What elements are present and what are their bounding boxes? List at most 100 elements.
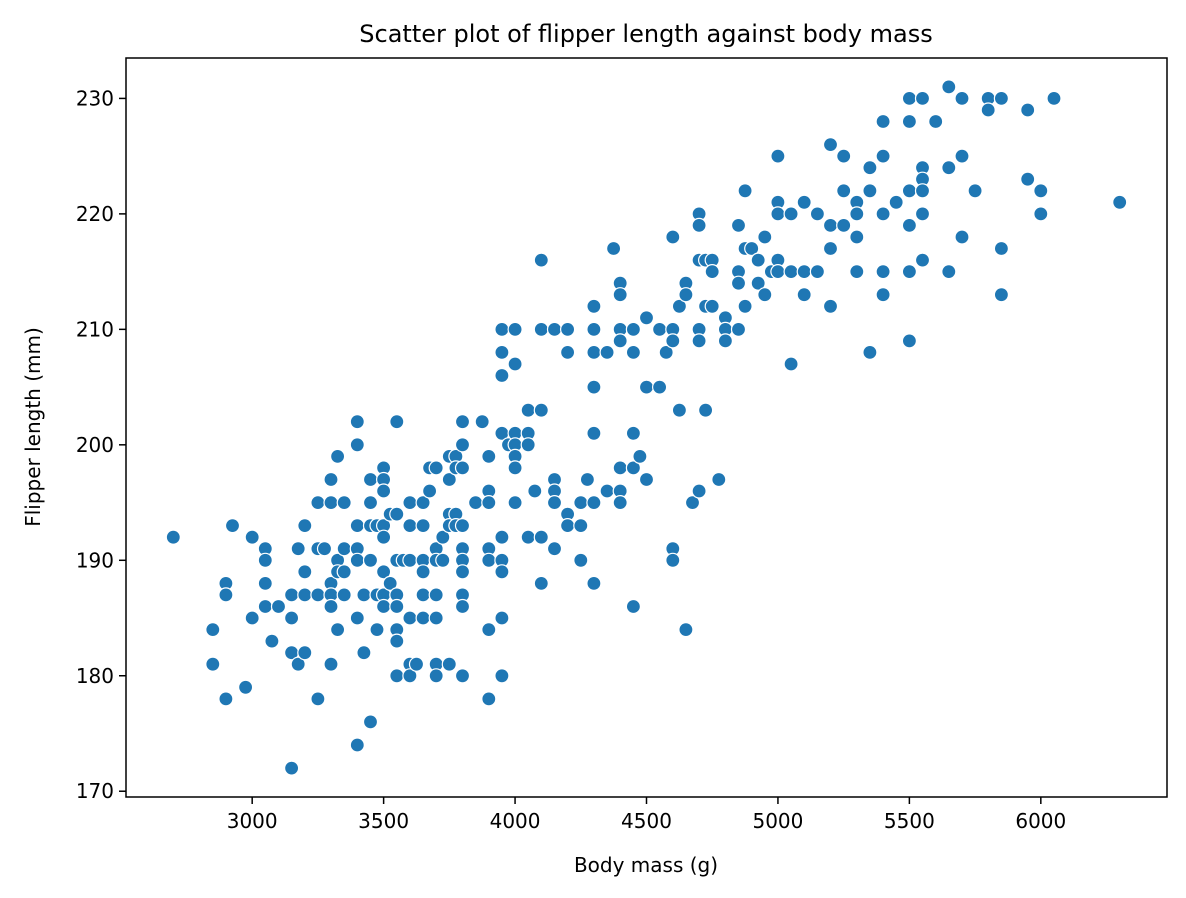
data-point: [481, 495, 497, 511]
data-point: [1112, 194, 1128, 210]
data-point: [389, 633, 405, 649]
data-point: [954, 148, 970, 164]
data-point: [849, 206, 865, 222]
x-tick-label: 5000: [752, 809, 803, 833]
data-point: [428, 460, 444, 476]
data-point: [980, 102, 996, 118]
data-point: [507, 321, 523, 337]
data-point: [362, 495, 379, 511]
data-point: [527, 483, 543, 499]
data-point: [402, 495, 418, 511]
data-point: [402, 517, 418, 534]
data-point: [901, 333, 918, 349]
data-point: [349, 414, 365, 430]
data-point: [586, 379, 602, 395]
data-point: [402, 552, 418, 568]
data-point: [665, 552, 681, 568]
data-point: [362, 714, 379, 730]
data-point: [422, 483, 438, 499]
data-point: [297, 645, 313, 661]
data-point: [376, 598, 392, 615]
data-point: [454, 414, 471, 430]
data-point: [599, 483, 615, 499]
data-point: [638, 310, 655, 326]
data-point: [691, 217, 707, 233]
data-point: [1020, 102, 1036, 118]
data-point: [507, 356, 523, 372]
data-point: [822, 298, 839, 314]
data-point: [704, 298, 720, 314]
data-point: [704, 264, 720, 280]
data-point: [244, 529, 260, 545]
y-tick-label: 170: [76, 779, 114, 803]
data-point: [376, 564, 392, 580]
data-point: [783, 264, 799, 280]
data-point: [586, 321, 602, 337]
x-tick-label: 5500: [884, 809, 935, 833]
data-point: [941, 264, 957, 280]
data-point: [205, 621, 221, 638]
data-point: [612, 495, 628, 511]
data-point: [533, 321, 549, 337]
data-point: [428, 668, 444, 684]
data-point: [284, 610, 300, 626]
data-point: [533, 402, 549, 418]
data-point: [362, 471, 379, 488]
y-tick-label: 190: [76, 548, 114, 572]
data-point: [684, 495, 701, 511]
data-point: [822, 217, 839, 233]
data-point: [520, 529, 536, 545]
data-point: [454, 564, 471, 580]
data-point: [402, 668, 418, 684]
data-point: [1033, 206, 1049, 222]
data-point: [651, 321, 668, 337]
data-point: [389, 414, 405, 430]
data-point: [454, 598, 471, 615]
data-point: [415, 517, 431, 534]
data-point: [336, 541, 352, 557]
data-point: [520, 437, 536, 453]
plot-area-frame: [125, 57, 1168, 798]
y-axis-label: Flipper length (mm): [21, 327, 45, 527]
data-point: [244, 610, 260, 626]
x-tick-label: 6000: [1015, 809, 1066, 833]
data-point: [264, 633, 280, 649]
data-point: [809, 264, 826, 280]
data-point: [1033, 183, 1049, 199]
data-point: [349, 517, 365, 534]
data-point: [494, 321, 510, 337]
data-point: [941, 160, 957, 176]
x-tick-label: 4500: [621, 809, 672, 833]
data-point: [546, 541, 563, 557]
data-point: [454, 437, 471, 453]
data-point: [586, 298, 602, 314]
data-point: [323, 471, 339, 488]
data-point: [290, 541, 306, 557]
data-point: [356, 587, 372, 603]
y-tick-label: 200: [76, 433, 114, 457]
data-point: [415, 610, 431, 626]
data-point: [218, 587, 234, 603]
data-point: [507, 460, 523, 476]
data-point: [362, 552, 379, 568]
data-point: [165, 529, 181, 545]
data-point: [323, 495, 339, 511]
data-point: [579, 471, 596, 488]
data-point: [678, 621, 694, 638]
y-tick-label: 230: [76, 86, 114, 110]
data-point: [559, 517, 576, 534]
data-point: [796, 287, 812, 303]
data-point: [468, 495, 484, 511]
data-point: [691, 333, 707, 349]
data-point: [671, 298, 688, 314]
data-point: [954, 229, 970, 245]
data-point: [336, 564, 352, 580]
data-point: [546, 321, 563, 337]
data-point: [1020, 171, 1036, 187]
data-point: [369, 621, 385, 638]
chart-title: Scatter plot of flipper length against b…: [359, 20, 932, 48]
data-point: [533, 529, 549, 545]
data-point: [507, 495, 523, 511]
data-point: [783, 356, 799, 372]
data-point: [284, 760, 300, 776]
